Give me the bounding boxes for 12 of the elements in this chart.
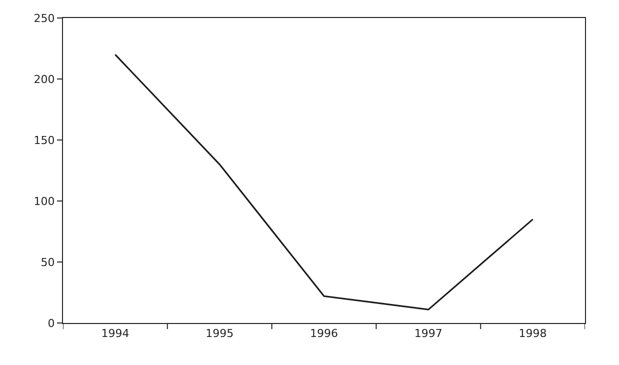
y-tick-label: 100 — [34, 194, 55, 208]
x-tick-label: 1996 — [310, 327, 338, 340]
line-series — [114, 54, 534, 310]
y-tick-label: 50 — [40, 256, 55, 269]
y-tick-label: 0 — [48, 316, 55, 330]
x-tick-label: 1995 — [206, 327, 234, 340]
y-tick-label: 150 — [34, 134, 55, 147]
y-tick-label: 200 — [34, 72, 55, 86]
x-tick-label: 1994 — [101, 327, 130, 340]
x-tick-label: 1998 — [518, 327, 547, 340]
y-tick-label: 250 — [34, 12, 55, 25]
x-tick-label: 1997 — [414, 327, 442, 340]
